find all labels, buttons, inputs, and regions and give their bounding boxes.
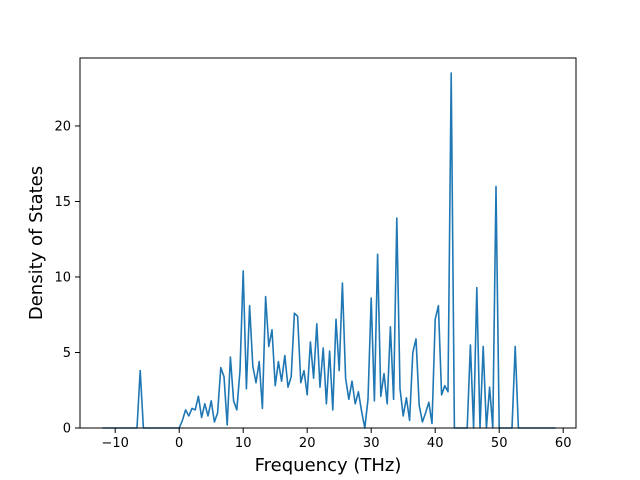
y-tick-label: 0 <box>63 422 71 437</box>
y-tick-label: 15 <box>54 195 71 210</box>
x-tick-label: 60 <box>555 436 572 451</box>
y-axis-title: Density of States <box>26 166 47 320</box>
x-axis-ticks: −10 0 10 20 30 40 50 60 <box>101 428 571 451</box>
x-tick-label: 0 <box>175 436 183 451</box>
x-tick-label: 30 <box>363 436 380 451</box>
x-tick-label: 50 <box>491 436 508 451</box>
y-tick-label: 20 <box>54 119 71 134</box>
x-tick-label: 40 <box>427 436 444 451</box>
plot-frame <box>79 57 577 429</box>
x-axis-title: Frequency (THz) <box>255 455 402 476</box>
series-layer <box>102 72 556 429</box>
x-tick-label: 10 <box>235 436 252 451</box>
y-axis-ticks: 0 5 10 15 20 <box>54 119 80 437</box>
x-tick-label: 20 <box>299 436 316 451</box>
series-line <box>102 72 556 429</box>
y-tick-label: 5 <box>63 346 71 361</box>
y-tick-label: 10 <box>54 270 71 285</box>
x-tick-label: −10 <box>101 436 128 451</box>
